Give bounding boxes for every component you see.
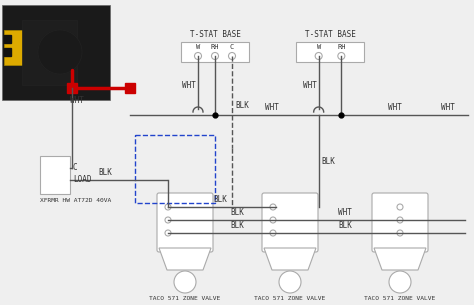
FancyBboxPatch shape (262, 193, 318, 252)
Text: LOAD: LOAD (73, 175, 91, 185)
Polygon shape (374, 248, 426, 270)
Bar (22, 20, 77, 85)
Bar (2, 5, 110, 100)
Circle shape (228, 52, 236, 59)
Circle shape (270, 217, 276, 223)
Circle shape (165, 204, 171, 210)
Text: TACO 571 ZONE VALVE: TACO 571 ZONE VALVE (149, 296, 220, 301)
Text: T-STAT BASE: T-STAT BASE (190, 30, 240, 39)
Text: WHT: WHT (303, 81, 317, 90)
Circle shape (338, 52, 345, 59)
Circle shape (194, 52, 201, 59)
Circle shape (397, 217, 403, 223)
Text: BLK: BLK (338, 221, 352, 230)
Bar (135, 135, 215, 203)
Text: W: W (196, 44, 200, 50)
Text: W: W (317, 44, 321, 50)
Circle shape (165, 230, 171, 236)
Polygon shape (159, 248, 211, 270)
Text: T-STAT BASE: T-STAT BASE (305, 30, 356, 39)
Circle shape (270, 204, 276, 210)
Text: BLK: BLK (98, 168, 112, 177)
Text: WHT: WHT (388, 103, 402, 112)
Text: WHT: WHT (338, 208, 352, 217)
Bar (125, 83, 135, 93)
Text: WHT: WHT (182, 81, 196, 90)
Bar (296, 42, 364, 62)
Polygon shape (264, 248, 316, 270)
Circle shape (397, 204, 403, 210)
Text: WHT: WHT (70, 96, 84, 105)
Bar (40, 156, 70, 194)
Text: RH: RH (211, 44, 219, 50)
Text: TACO 571 ZONE VALVE: TACO 571 ZONE VALVE (365, 296, 436, 301)
Circle shape (38, 30, 82, 74)
Bar (4, 48, 11, 56)
Bar (4, 35, 11, 43)
Text: BLK: BLK (235, 101, 249, 109)
Circle shape (315, 52, 322, 59)
Text: BLK: BLK (322, 156, 336, 166)
FancyBboxPatch shape (372, 193, 428, 252)
Text: TACO 571 ZONE VALVE: TACO 571 ZONE VALVE (255, 296, 326, 301)
Circle shape (165, 217, 171, 223)
Circle shape (174, 271, 196, 293)
Text: WHT: WHT (441, 103, 455, 112)
Bar (67, 83, 77, 93)
Bar (181, 42, 249, 62)
FancyBboxPatch shape (157, 193, 213, 252)
Text: BLK: BLK (214, 195, 228, 204)
Circle shape (211, 52, 219, 59)
Circle shape (389, 271, 411, 293)
Text: BLK: BLK (230, 221, 245, 230)
Text: C: C (230, 44, 234, 50)
Text: RH: RH (337, 44, 346, 50)
Circle shape (270, 230, 276, 236)
Text: BLK: BLK (230, 208, 245, 217)
Text: XFRMR HW AT72D 40VA: XFRMR HW AT72D 40VA (40, 198, 111, 203)
Circle shape (279, 271, 301, 293)
Text: C: C (73, 163, 78, 173)
Bar (4, 30, 24, 65)
Circle shape (397, 230, 403, 236)
Text: WHT: WHT (265, 103, 279, 112)
